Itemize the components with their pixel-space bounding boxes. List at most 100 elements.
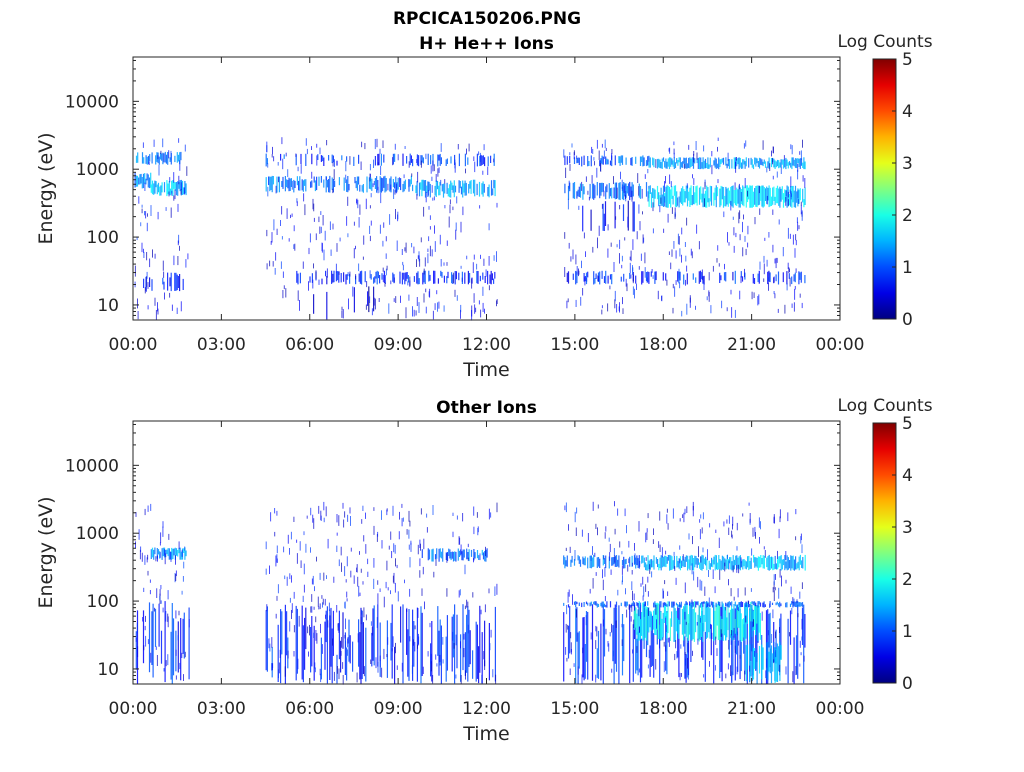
spectrogram-cell bbox=[630, 186, 632, 198]
spectrogram-cell bbox=[442, 548, 444, 562]
spectrogram-cell bbox=[787, 262, 789, 269]
spectrogram-cell bbox=[753, 278, 756, 284]
spectrogram-cell bbox=[640, 583, 642, 587]
spectrogram-cell bbox=[167, 616, 169, 628]
spectrogram-cell bbox=[673, 604, 675, 642]
spectrogram-cell bbox=[699, 529, 701, 540]
spectrogram-cell bbox=[148, 161, 150, 165]
spectrogram-cell bbox=[379, 148, 381, 154]
spectrogram-cell bbox=[757, 556, 759, 571]
spectrogram-cell bbox=[416, 159, 418, 163]
spectrogram-cell bbox=[688, 533, 690, 540]
spectrogram-cell bbox=[172, 618, 175, 676]
spectrogram-cell bbox=[591, 146, 593, 154]
x-tick-label: 15:00 bbox=[550, 335, 599, 355]
spectrogram-cell bbox=[774, 160, 776, 169]
spectrogram-cell bbox=[779, 601, 781, 608]
spectrogram-cell bbox=[373, 507, 375, 511]
spectrogram-cell bbox=[482, 302, 484, 312]
spectrogram-cell bbox=[581, 156, 583, 167]
spectrogram-cell bbox=[732, 516, 734, 526]
spectrogram-cell bbox=[163, 281, 165, 290]
spectrogram-cell bbox=[273, 219, 275, 231]
spectrogram-cell bbox=[655, 659, 657, 670]
spectrogram-cell bbox=[325, 270, 327, 277]
spectrogram-cell bbox=[800, 536, 802, 544]
spectrogram-cell bbox=[738, 605, 740, 628]
spectrogram-cell bbox=[645, 532, 647, 543]
spectrogram-cell bbox=[758, 517, 760, 528]
spectrogram-cell bbox=[333, 671, 335, 681]
spectrogram-cell bbox=[646, 564, 648, 571]
spectrogram-cell bbox=[763, 278, 765, 282]
spectrogram-cell bbox=[428, 206, 430, 210]
spectrogram-cell bbox=[570, 642, 572, 653]
spectrogram-cell bbox=[563, 602, 565, 606]
spectrogram-cell bbox=[797, 163, 799, 172]
spectrogram-cell bbox=[661, 547, 663, 558]
spectrogram-cell bbox=[573, 663, 575, 667]
spectrogram-cell bbox=[158, 164, 160, 176]
spectrogram-cell bbox=[716, 604, 718, 626]
spectrogram-cell bbox=[736, 157, 737, 161]
spectrogram-cell bbox=[373, 181, 375, 186]
spectrogram-cell bbox=[611, 668, 613, 673]
spectrogram-cell bbox=[795, 268, 797, 273]
spectrogram-cell bbox=[639, 560, 641, 567]
spectrogram-cell bbox=[577, 666, 579, 675]
spectrogram-cell bbox=[452, 531, 454, 538]
spectrogram-cell bbox=[660, 162, 662, 169]
spectrogram-cell bbox=[154, 253, 156, 259]
spectrogram-cell bbox=[610, 242, 612, 247]
spectrogram-cell bbox=[456, 614, 458, 669]
spectrogram-cell bbox=[699, 615, 701, 640]
spectrogram-cell bbox=[724, 195, 726, 207]
spectrogram-cell bbox=[737, 604, 739, 672]
spectrogram-cell bbox=[274, 508, 276, 514]
spectrogram-cell bbox=[790, 555, 792, 571]
spectrogram-cell bbox=[315, 270, 317, 279]
spectrogram-cell bbox=[299, 541, 301, 551]
spectrogram-cell bbox=[667, 591, 669, 596]
spectrogram-cell bbox=[467, 624, 469, 634]
spectrogram-cell bbox=[590, 555, 592, 561]
spectrogram-cell bbox=[289, 597, 291, 603]
spectrogram-cell bbox=[413, 276, 415, 282]
spectrogram-cell bbox=[681, 560, 683, 568]
spectrogram-cell bbox=[773, 186, 775, 201]
spectrogram-cell bbox=[482, 552, 485, 560]
spectrogram-cell bbox=[460, 265, 462, 269]
spectrogram-cell bbox=[293, 625, 295, 633]
spectrogram-cell bbox=[643, 586, 645, 597]
spectrogram-cell bbox=[162, 277, 164, 285]
spectrogram-cell bbox=[427, 651, 429, 657]
spectrogram-cell bbox=[797, 199, 799, 204]
spectrogram-cell bbox=[467, 552, 469, 560]
spectrogram-cell bbox=[690, 185, 692, 205]
spectrogram-cell bbox=[641, 638, 643, 678]
spectrogram-cell bbox=[439, 234, 441, 245]
spectrogram-cell bbox=[758, 185, 761, 205]
spectrogram-cell bbox=[330, 249, 332, 256]
spectrogram-cell bbox=[778, 219, 780, 225]
spectrogram-cell bbox=[380, 177, 382, 193]
spectrogram-cell bbox=[770, 645, 773, 684]
spectrogram-cell bbox=[636, 283, 637, 290]
spectrogram-cell bbox=[305, 153, 307, 166]
spectrogram-cell bbox=[324, 621, 326, 670]
spectrogram-cell bbox=[697, 614, 699, 641]
spectrogram-cell bbox=[727, 663, 729, 670]
spectrogram-cell bbox=[702, 512, 704, 520]
spectrogram-cell bbox=[277, 669, 279, 679]
spectrogram-cell bbox=[359, 551, 360, 555]
spectrogram-cell bbox=[772, 158, 773, 165]
spectrogram-cell bbox=[592, 501, 594, 511]
x-tick-label: 18:00 bbox=[639, 699, 688, 719]
spectrogram-cell bbox=[612, 557, 614, 566]
spectrogram-cell bbox=[480, 154, 482, 166]
spectrogram-cell bbox=[451, 616, 453, 672]
spectrogram-cell bbox=[431, 185, 433, 193]
spectrogram-cell bbox=[433, 164, 435, 172]
spectrogram-cell bbox=[570, 649, 572, 655]
spectrogram-cell bbox=[140, 546, 142, 552]
